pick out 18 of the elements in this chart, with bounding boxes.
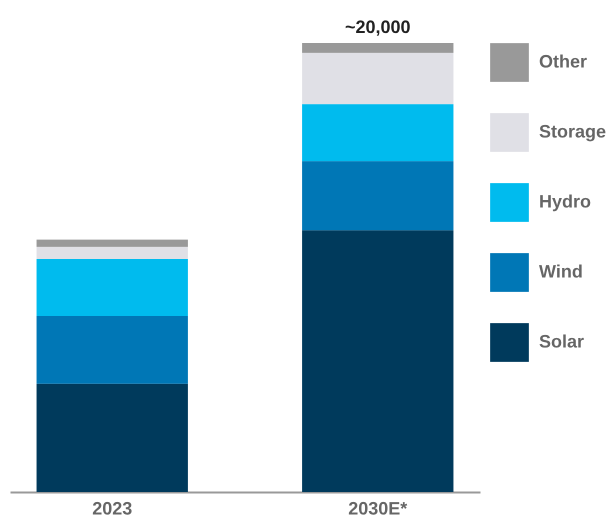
bar bbox=[36, 240, 188, 247]
x-tick-label: 2030E* bbox=[348, 498, 408, 518]
annotation: ~20,000 bbox=[344, 17, 411, 37]
legend-label: Hydro bbox=[539, 192, 592, 212]
bar bbox=[36, 316, 188, 384]
bar bbox=[302, 161, 454, 230]
x-tick-label: 2023 bbox=[92, 498, 132, 518]
legend-label: Storage bbox=[539, 122, 606, 142]
bar bbox=[302, 104, 454, 162]
bar bbox=[36, 246, 188, 259]
bar bbox=[302, 43, 454, 53]
legend-label: Solar bbox=[539, 332, 584, 352]
bar bbox=[36, 384, 188, 492]
legend-label: Wind bbox=[539, 262, 583, 282]
bar bbox=[302, 230, 454, 492]
bar bbox=[302, 52, 454, 104]
legend-label: Other bbox=[539, 52, 588, 72]
bar bbox=[36, 258, 188, 316]
